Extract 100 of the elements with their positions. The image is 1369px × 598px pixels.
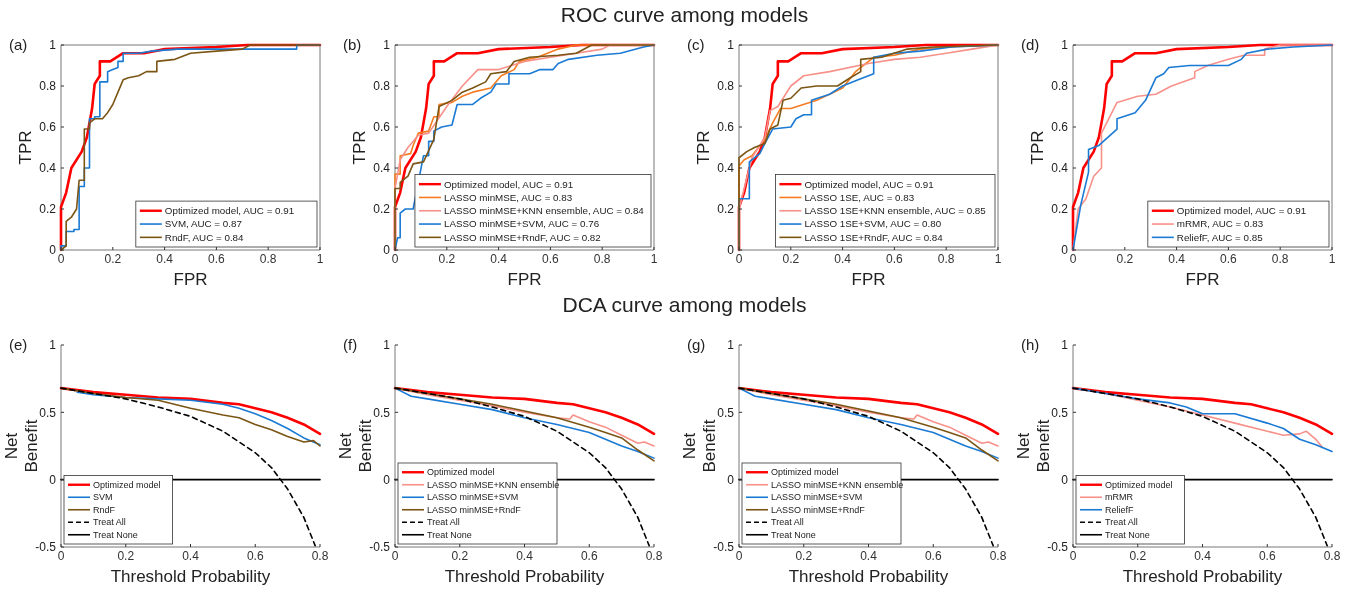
y-tick-label: 1 (383, 38, 391, 53)
y-tick-label: 0.4 (717, 161, 735, 176)
text: (g) (687, 336, 706, 353)
x-tick-label: 1 (1328, 252, 1336, 266)
x-tick-label: 0.6 (246, 549, 264, 563)
x-tick-label: 0.6 (1258, 549, 1276, 563)
y-axis-title: TPR (16, 130, 35, 165)
y-tick-label: 0.2 (717, 202, 735, 217)
legend-label: LASSO minMSE+RndF (427, 504, 522, 515)
y-tick-label: 0.8 (1051, 79, 1069, 94)
y-tick-label: 0.2 (39, 202, 57, 217)
x-tick-label: 0.4 (516, 549, 534, 563)
x-tick-label: 0.6 (542, 252, 560, 266)
x-tick-label: 0.8 (1271, 252, 1289, 266)
x-axis-title: FPR (1185, 270, 1220, 289)
legend-label: Treat All (771, 517, 804, 528)
x-tick-label: 0.4 (1168, 252, 1186, 266)
y-axis-title: Net Benefit (680, 419, 719, 473)
y-tick-label: 1 (727, 38, 735, 53)
legend-label: SVM (93, 492, 113, 503)
text: DCA curve among models (562, 293, 807, 316)
x-tick-label: 0.4 (182, 549, 200, 563)
x-tick-label: 1 (650, 252, 658, 266)
x-tick-label: 0.4 (834, 252, 852, 266)
x-tick-label: 0.8 (593, 252, 611, 266)
x-tick-label: 1 (316, 252, 324, 266)
legend-label: LASSO minMSE+KNN ensemble (771, 479, 904, 490)
y-tick-label: 0.5 (373, 405, 391, 420)
y-tick-label: 0.6 (717, 120, 735, 135)
x-axis-title: Threshold Probability (444, 567, 605, 586)
y-tick-label: 0.4 (39, 161, 57, 176)
x-tick-label: 0.2 (451, 549, 469, 563)
x-tick-label: 0.4 (490, 252, 508, 266)
y-tick-label: 0 (383, 472, 391, 487)
x-tick-label: 0.8 (259, 252, 277, 266)
legend-label: Optimized model, AUC = 0.91 (1176, 205, 1307, 217)
y-tick-label: 1 (727, 338, 735, 353)
x-tick-label: 1 (994, 252, 1002, 266)
x-axis-title: Threshold Probability (788, 567, 949, 586)
legend-label: Treat All (93, 517, 126, 528)
x-axis-title: FPR (851, 270, 886, 289)
x-tick-label: 0.2 (795, 549, 813, 563)
y-tick-label: 0.4 (1051, 161, 1069, 176)
y-tick-label: 0.6 (373, 120, 391, 135)
legend-label: ReliefF, AUC = 0.85 (1176, 231, 1264, 243)
line-series (1071, 386, 1334, 436)
text: (h) (1021, 336, 1040, 353)
x-axis-title: Threshold Probability (110, 567, 271, 586)
legend-label: Treat None (93, 529, 138, 540)
x-tick-label: 0.2 (1116, 252, 1134, 266)
x-tick-label: 0.2 (104, 252, 122, 266)
x-tick-label: 0.8 (1323, 549, 1341, 563)
text: (b) (343, 36, 362, 53)
x-axis-title: FPR (173, 270, 208, 289)
x-tick-label: 0.6 (1220, 252, 1238, 266)
legend-label: Optimized model, AUC = 0.91 (804, 178, 934, 190)
y-axis-title: Net Benefit (1014, 419, 1053, 473)
x-tick-label: 0.8 (937, 252, 955, 266)
legend-label: LASSO 1SE+RndF, AUC = 0.84 (804, 231, 944, 243)
y-tick-label: 0.5 (717, 405, 735, 420)
y-axis-title: TPR (694, 130, 713, 165)
y-tick-label: -0.5 (369, 540, 391, 555)
y-axis-title: Net Benefit (2, 419, 41, 473)
legend-label: ReliefF (1105, 504, 1135, 515)
text: (a) (9, 36, 28, 53)
legend-label: LASSO minMSE+KNN ensemble (427, 479, 560, 490)
y-tick-label: -0.5 (713, 540, 735, 555)
legend-label: LASSO 1SE, AUC = 0.83 (804, 191, 915, 203)
legend-label: Optimized model (1105, 479, 1173, 490)
legend-label: mRMR, AUC = 0.83 (1176, 218, 1264, 230)
legend-label: LASSO minMSE+KNN ensemble, AUC = 0.84 (443, 205, 645, 217)
line-series (737, 386, 1000, 436)
y-tick-label: 1 (1061, 338, 1069, 353)
legend-label: Treat None (427, 529, 472, 540)
legend-label: Treat None (771, 529, 816, 540)
x-tick-label: 0.8 (645, 549, 663, 563)
y-tick-label: 0.4 (373, 161, 391, 176)
legend-label: Treat None (1105, 529, 1150, 540)
x-tick-label: 0.8 (311, 549, 329, 563)
text: (e) (9, 336, 28, 353)
legend-label: Treat All (427, 517, 460, 528)
text: (d) (1021, 36, 1040, 53)
y-tick-label: 0 (727, 472, 735, 487)
legend-label: LASSO minMSE+SVM (771, 492, 863, 503)
legend-label: Optimized model (93, 479, 161, 490)
y-tick-label: 0.2 (373, 202, 391, 217)
y-tick-label: 0.8 (373, 79, 391, 94)
y-tick-label: 0.6 (39, 120, 57, 135)
legend-label: LASSO 1SE+KNN ensemble, AUC = 0.85 (804, 205, 987, 217)
x-tick-label: 0.6 (580, 549, 598, 563)
legend-label: LASSO minMSE+SVM, AUC = 0.76 (443, 218, 600, 230)
x-axis-title: Threshold Probability (1122, 567, 1283, 586)
x-tick-label: 0.2 (1129, 549, 1147, 563)
legend-label: mRMR (1105, 492, 1134, 503)
text: ROC curve among models (560, 3, 809, 26)
legend-label: LASSO minMSE+RndF, AUC = 0.82 (443, 231, 601, 243)
legend-label: LASSO 1SE+SVM, AUC = 0.80 (804, 218, 942, 230)
x-tick-label: 0.6 (924, 549, 942, 563)
y-tick-label: 0.8 (717, 79, 735, 94)
x-tick-label: 0.4 (860, 549, 878, 563)
